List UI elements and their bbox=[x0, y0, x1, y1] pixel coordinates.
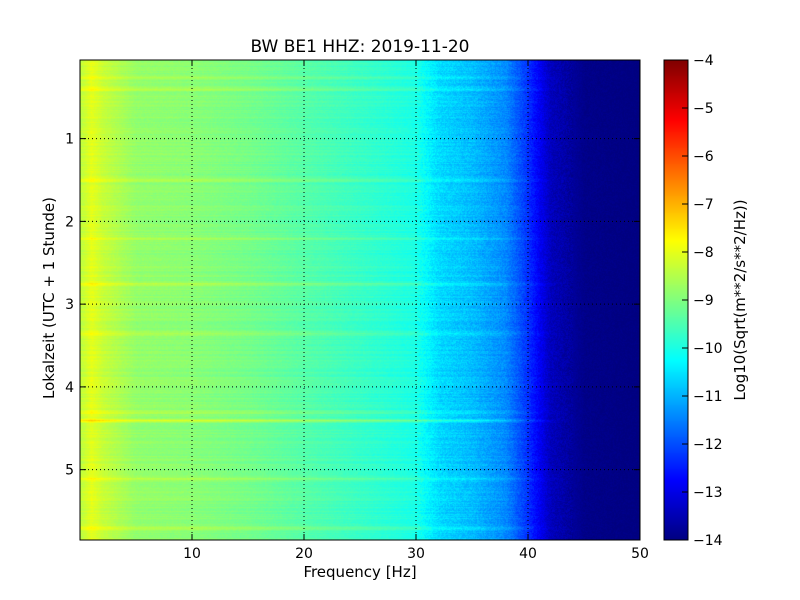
y-tick-label: 4 bbox=[65, 380, 74, 396]
x-tick-label: 30 bbox=[407, 546, 425, 562]
colorbar-tick-label: −6 bbox=[693, 149, 714, 165]
colorbar-tick-label: −7 bbox=[693, 197, 714, 213]
y-tick-label: 5 bbox=[65, 463, 74, 479]
plot-frame bbox=[79, 59, 641, 541]
y-axis-label: Lokalzeit (UTC + 1 Stunde) bbox=[40, 197, 58, 399]
colorbar-label: Log10(Sqrt(m**2/s**2/Hz)) bbox=[731, 199, 749, 400]
colorbar-tick-label: −4 bbox=[693, 53, 714, 69]
colorbar-tick-label: −11 bbox=[693, 389, 723, 405]
colorbar-tick-label: −13 bbox=[693, 485, 723, 501]
x-tick-label: 10 bbox=[183, 546, 201, 562]
colorbar-axis: −4 −5 −6 −7 −8 −9 −10 −11 −12 −13 −14 bbox=[682, 53, 723, 549]
chart-title: BW BE1 HHZ: 2019-11-20 bbox=[250, 37, 469, 57]
colorbar-tick-label: −5 bbox=[693, 101, 714, 117]
colorbar-tick-label: −9 bbox=[693, 293, 714, 309]
x-axis-label: Frequency [Hz] bbox=[303, 563, 416, 581]
colorbar-tick-label: −14 bbox=[693, 533, 723, 549]
x-tick-label: 40 bbox=[519, 546, 537, 562]
colorbar-tick-label: −10 bbox=[693, 341, 723, 357]
colorbar: −4 −5 −6 −7 −8 −9 −10 −11 −12 −13 −14 Log10(Sqrt(m… bbox=[663, 53, 749, 549]
y-tick-label: 1 bbox=[65, 132, 74, 148]
spectrogram-heatmap bbox=[80, 60, 640, 540]
plot-area bbox=[79, 59, 641, 541]
x-tick-label: 20 bbox=[295, 546, 313, 562]
colorbar-tick-label: −12 bbox=[693, 437, 723, 453]
grid-lines bbox=[80, 60, 640, 540]
y-tick-label: 3 bbox=[65, 297, 74, 313]
y-tick-label: 2 bbox=[65, 214, 74, 230]
x-tick-label: 50 bbox=[631, 546, 649, 562]
x-axis: 10 20 30 40 50 bbox=[183, 60, 649, 562]
colorbar-tick-label: −8 bbox=[693, 245, 714, 261]
y-axis: 1 2 3 4 5 bbox=[65, 132, 640, 479]
